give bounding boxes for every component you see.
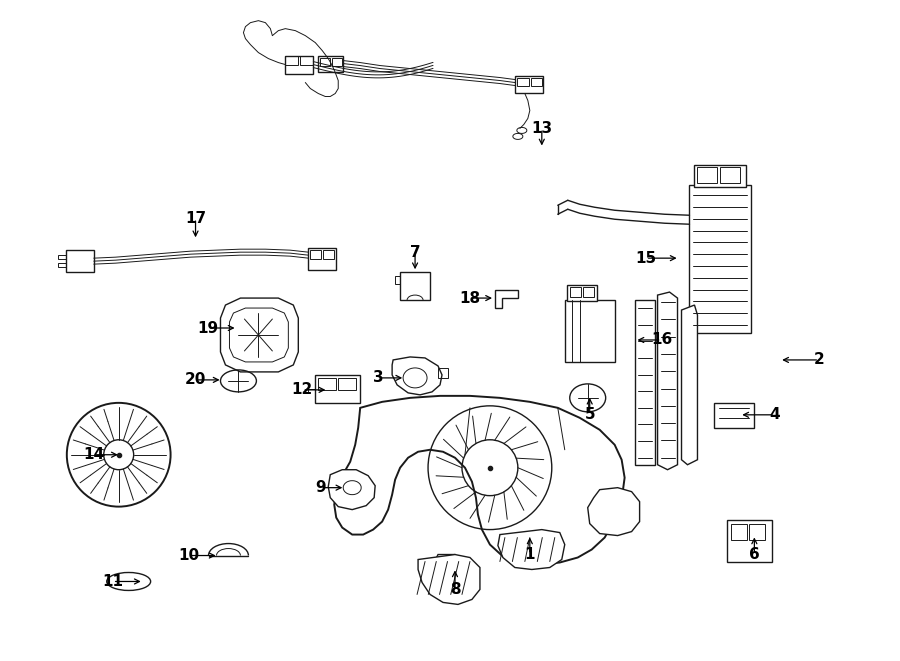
- Text: 18: 18: [459, 291, 481, 305]
- Bar: [565, 300, 615, 362]
- Bar: [582, 287, 594, 297]
- Bar: [531, 77, 542, 85]
- Polygon shape: [588, 488, 640, 535]
- Bar: [309, 248, 337, 270]
- Text: 13: 13: [531, 121, 553, 136]
- Ellipse shape: [570, 384, 606, 412]
- Polygon shape: [220, 298, 298, 372]
- Bar: [570, 287, 580, 297]
- Bar: [720, 167, 741, 183]
- Bar: [698, 167, 717, 183]
- Text: 10: 10: [178, 548, 199, 563]
- Text: 3: 3: [373, 370, 383, 385]
- Text: 4: 4: [769, 407, 779, 422]
- Text: 9: 9: [315, 480, 326, 495]
- Text: 14: 14: [83, 447, 104, 462]
- Bar: [285, 56, 298, 65]
- Bar: [315, 375, 360, 403]
- Polygon shape: [495, 290, 518, 308]
- Polygon shape: [334, 396, 625, 564]
- Bar: [319, 56, 343, 71]
- Text: 19: 19: [197, 321, 218, 336]
- Bar: [310, 250, 321, 259]
- Bar: [689, 185, 751, 333]
- Text: 2: 2: [814, 352, 824, 368]
- Polygon shape: [328, 470, 375, 510]
- Text: 16: 16: [651, 332, 672, 348]
- Circle shape: [104, 440, 134, 470]
- Bar: [750, 524, 765, 539]
- Bar: [695, 165, 746, 187]
- Bar: [515, 75, 543, 93]
- Text: 12: 12: [292, 382, 313, 397]
- Bar: [323, 250, 334, 259]
- Text: 15: 15: [635, 251, 656, 266]
- Polygon shape: [498, 529, 565, 570]
- Bar: [301, 56, 313, 65]
- Bar: [567, 285, 597, 301]
- Text: 17: 17: [185, 211, 206, 226]
- Bar: [400, 272, 430, 300]
- Polygon shape: [681, 305, 698, 465]
- Polygon shape: [230, 308, 288, 362]
- Bar: [332, 58, 342, 65]
- Text: 11: 11: [103, 574, 123, 589]
- Bar: [58, 255, 66, 259]
- Polygon shape: [418, 555, 480, 604]
- Bar: [319, 378, 337, 390]
- Bar: [715, 403, 754, 428]
- Text: 6: 6: [749, 547, 760, 562]
- Bar: [732, 524, 747, 539]
- Text: 5: 5: [584, 407, 595, 422]
- Bar: [66, 250, 94, 272]
- Bar: [320, 58, 330, 65]
- Bar: [634, 300, 654, 465]
- Polygon shape: [658, 292, 678, 470]
- Text: 20: 20: [184, 372, 206, 387]
- Bar: [58, 263, 66, 267]
- Polygon shape: [392, 357, 442, 395]
- Bar: [338, 378, 356, 390]
- Ellipse shape: [107, 572, 150, 590]
- Bar: [727, 520, 772, 561]
- Polygon shape: [432, 555, 462, 602]
- Text: 8: 8: [450, 582, 460, 597]
- Text: 7: 7: [410, 245, 420, 260]
- Text: 1: 1: [525, 547, 535, 562]
- Bar: [285, 56, 313, 73]
- Bar: [517, 77, 529, 85]
